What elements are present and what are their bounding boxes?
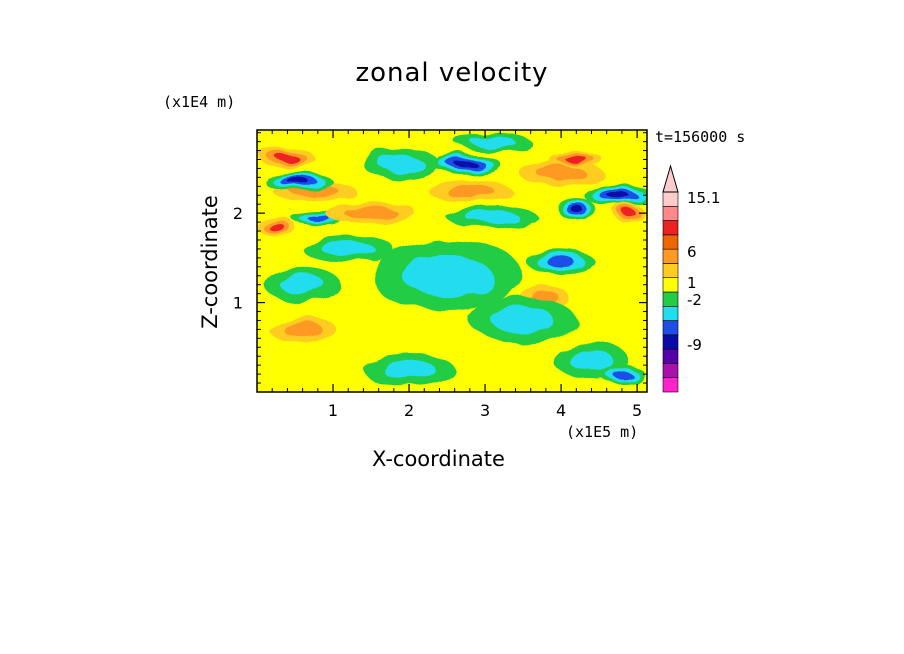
contour-level [565,156,588,163]
contour-level [445,184,495,198]
contour-blob [519,160,603,186]
contour-level [455,160,477,168]
contour-level [612,370,632,378]
contour-blob [363,147,440,181]
x-tick-label: 5 [632,401,642,420]
x-tick-label: 3 [480,401,490,420]
contour-blob [363,353,455,386]
x-tick-label: 1 [328,401,338,420]
contour-level [280,274,325,296]
colorbar-swatch [662,377,679,393]
contour-level [321,241,375,257]
contour-blob [447,206,539,229]
contour-blob [599,365,645,384]
colorbar-swatch [662,191,679,207]
y-tick-label: 2 [233,204,243,223]
contour-level [570,205,583,213]
colorbar: 15.1 6 1-2 -9 [662,164,720,393]
contour-field [257,132,647,386]
contour-blob [454,132,531,151]
contour-level [547,257,576,268]
x-axis-unit: (x1E5 m) [566,423,639,441]
colorbar-swatch [662,234,679,250]
contour-level [268,222,284,231]
contour-level [607,191,629,199]
contour-blob [583,184,647,207]
colorbar-label: -2 [687,291,702,309]
contour-blob [557,197,596,220]
contour-blob [431,153,501,175]
x-axis-ticks: 1 2 3 4 5 [271,130,642,420]
contour-level [382,360,436,380]
time-label: t=156000 s [655,128,746,146]
colorbar-swatch [662,363,679,379]
y-axis-unit: (x1E4 m) [163,93,236,111]
contour-blob [614,204,645,223]
contour-blob [302,235,394,263]
contour-level [569,350,614,372]
contour-level [492,307,555,334]
contour-blob [428,180,512,202]
contour-blob [549,152,603,167]
y-tick-label: 1 [233,294,243,313]
colorbar-swatch [662,220,679,236]
colorbar-swatch [662,348,679,364]
x-tick-label: 2 [404,401,414,420]
x-axis-label: X-coordinate [372,447,505,471]
contour-level [623,209,636,217]
contour-level [282,322,323,337]
contour-blob [260,146,315,169]
contour-blob [325,202,417,224]
contour-blob [526,250,596,274]
contour-blob [264,266,341,303]
contour-level [344,206,398,220]
contour-blob [264,172,334,191]
colorbar-arrow [662,164,679,193]
contour-blob [268,317,337,342]
contour-level [466,211,520,224]
contour-level [276,153,299,163]
contour-level [379,154,424,174]
colorbar-swatch [662,305,679,321]
colorbar-swatch [662,334,679,350]
chart-title: zonal velocity [355,58,549,88]
colorbar-label: -9 [687,336,702,354]
contour-blob [371,239,524,312]
heatmap-plot-area [257,130,647,392]
contour-level [470,136,515,147]
colorbar-label: 15.1 [687,189,720,207]
colorbar-swatch [662,205,679,221]
contour-level [536,165,586,181]
contour-level [402,254,492,297]
colorbar-swatch [662,248,679,264]
contour-blob [257,215,296,238]
colorbar-swatch [662,291,679,307]
y-axis-ticks: 12 [233,132,647,384]
colorbar-swatch [662,277,679,293]
colorbar-label: 1 [687,274,697,292]
x-tick-label: 4 [556,401,566,420]
colorbar-swatch [662,263,679,279]
contour-level [287,179,310,185]
contour-blob [469,298,577,343]
contour-level [306,214,329,221]
colorbar-label: 6 [687,243,697,261]
colorbar-swatch [662,320,679,336]
plot-frame [256,129,648,393]
